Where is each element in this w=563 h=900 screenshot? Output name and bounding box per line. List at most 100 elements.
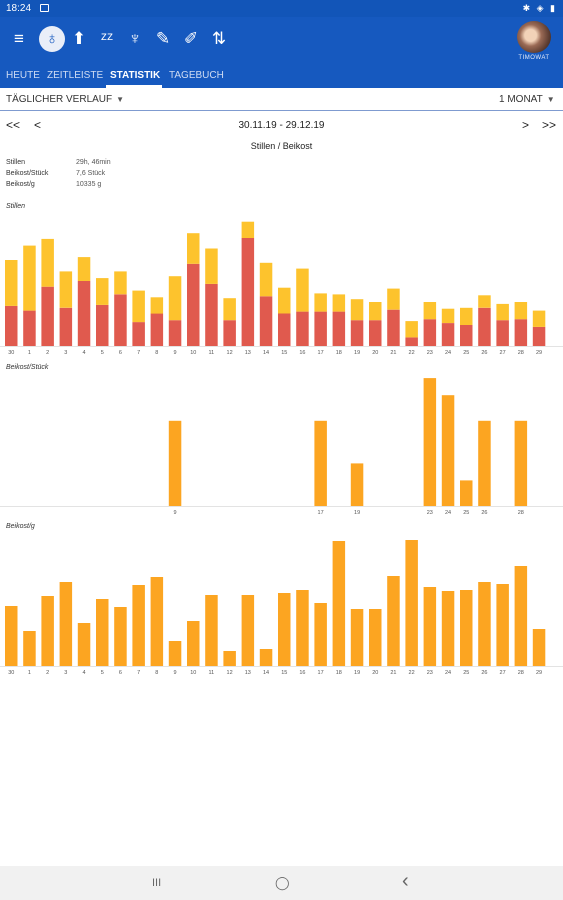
period-type-label: TÄGLICHER VERLAUF	[6, 94, 113, 105]
active-tab-indicator	[106, 85, 162, 88]
avatar[interactable]	[517, 21, 551, 53]
bar	[423, 378, 437, 506]
previous-period-button[interactable]: <	[34, 118, 42, 132]
tick-label: 10	[190, 350, 196, 356]
tick-label: 7	[137, 350, 140, 356]
tick-label: 14	[263, 670, 269, 676]
bar-segment	[5, 260, 18, 306]
bar-segment	[96, 304, 109, 346]
tab-heute[interactable]: HEUTE	[6, 70, 40, 81]
bar-segment	[132, 322, 145, 346]
summary-row: Beikost/Stück 7,6 Stück	[6, 168, 111, 179]
bar-segment	[460, 307, 473, 325]
tick-label: 21	[390, 670, 396, 676]
bar-segment	[423, 319, 437, 346]
tick-label: 24	[445, 510, 451, 516]
bar-segment	[332, 311, 346, 346]
tick-label: 17	[318, 670, 324, 676]
bar	[423, 587, 437, 666]
bar	[441, 395, 455, 506]
summary-table: Stillen 29h, 46min Beikost/Stück 7,6 Stück…	[6, 157, 111, 190]
bar	[41, 596, 54, 666]
menu-icon[interactable]: ≡	[14, 29, 24, 48]
recents-icon[interactable]: III	[152, 877, 162, 889]
bar	[460, 480, 473, 506]
bar	[296, 590, 309, 666]
bar	[387, 576, 400, 666]
next-period-button[interactable]: >	[522, 118, 530, 132]
activity-icon[interactable]: ⇅	[211, 29, 227, 48]
tick-label: 22	[409, 670, 415, 676]
tick-label: 15	[281, 350, 287, 356]
first-period-button[interactable]: <<	[6, 118, 21, 132]
tick-label: 14	[263, 350, 269, 356]
tick-label: 21	[390, 350, 396, 356]
tick-label: 1	[28, 670, 31, 676]
bar-segment	[223, 320, 236, 346]
bar	[514, 420, 528, 506]
bottle-feeding-icon[interactable]: ♁	[39, 26, 65, 52]
tick-label: 16	[299, 350, 305, 356]
bar	[205, 595, 218, 666]
bar	[223, 651, 236, 666]
diaper-icon[interactable]: ⬆	[71, 29, 87, 48]
stillen-chart: 30 1 2 3 4 5 6 7 8 9 10 11 12 13 14 15 16 17 18 19 20 21 22 23 2…	[0, 221, 563, 356]
bar-segment	[423, 302, 437, 320]
bar-segment	[405, 337, 418, 346]
summary-row: Stillen 29h, 46min	[6, 157, 111, 168]
bar	[478, 420, 491, 506]
bar-segment	[532, 310, 546, 327]
bar-segment	[441, 323, 455, 346]
filter-bar: TÄGLICHER VERLAUF ▼ 1 MONAT ▼	[0, 88, 563, 111]
tick-label: 26	[481, 670, 487, 676]
bar-segment	[41, 286, 54, 346]
bar	[150, 577, 164, 666]
tick-label: 26	[481, 350, 487, 356]
tick-label: 22	[409, 350, 415, 356]
system-navigation-bar: III ◯ ‹	[0, 866, 563, 900]
period-type-dropdown[interactable]: TÄGLICHER VERLAUF ▼	[6, 94, 124, 105]
tick-label: 9	[173, 670, 176, 676]
tick-label: 16	[299, 670, 305, 676]
bar	[132, 585, 145, 666]
bar-segment	[514, 302, 528, 320]
bar	[441, 591, 455, 666]
status-bar: 18:24 ✱ ◈ ▮	[0, 0, 563, 17]
summary-label: Beikost/Stück	[6, 170, 49, 177]
bar-segment	[496, 320, 509, 346]
bar-segment	[23, 245, 36, 311]
bar-segment	[132, 290, 145, 323]
tick-label: 23	[427, 510, 433, 516]
tick-label: 2	[46, 350, 49, 356]
bar-segment	[168, 320, 182, 346]
pump-icon[interactable]: ♆	[128, 29, 142, 48]
back-icon[interactable]: ‹	[402, 870, 409, 892]
beikost-g-chart: 30 1 2 3 4 5 6 7 8 9 10 11 12 13 14 15 16 17 18 19 20 21 22 23 2…	[0, 540, 563, 676]
bar-segment	[478, 295, 491, 308]
tab-zeitleiste[interactable]: ZEITLEISTE	[47, 70, 104, 81]
sleep-icon[interactable]: ᶻᶻ	[100, 29, 114, 48]
summary-label: Stillen	[6, 159, 26, 166]
tick-label: 29	[536, 670, 542, 676]
medicine-icon[interactable]: ✐	[183, 29, 199, 48]
bar-segment	[387, 288, 400, 310]
tick-label: 19	[354, 670, 360, 676]
summary-row: Beikost/g 10335 g	[6, 179, 111, 190]
bar-segment	[241, 221, 255, 238]
home-icon[interactable]: ◯	[275, 875, 290, 890]
avatar-label: TIMOWAT	[518, 55, 550, 61]
bar	[77, 623, 91, 666]
tick-label: 18	[336, 350, 342, 356]
tab-tagebuch[interactable]: TAGEBUCH	[169, 70, 224, 81]
bar-segment	[350, 320, 364, 346]
tab-statistik[interactable]: STATISTIK	[110, 70, 161, 81]
bar-segment	[5, 305, 18, 346]
tick-label: 12	[227, 350, 233, 356]
tick-label: 6	[119, 350, 122, 356]
tick-label: 19	[354, 350, 360, 356]
bar-segment	[41, 238, 54, 287]
last-period-button[interactable]: >>	[542, 118, 557, 132]
growth-ruler-icon[interactable]: ✎	[155, 29, 171, 48]
range-dropdown[interactable]: 1 MONAT ▼	[499, 94, 555, 105]
bar-segment	[369, 320, 382, 346]
